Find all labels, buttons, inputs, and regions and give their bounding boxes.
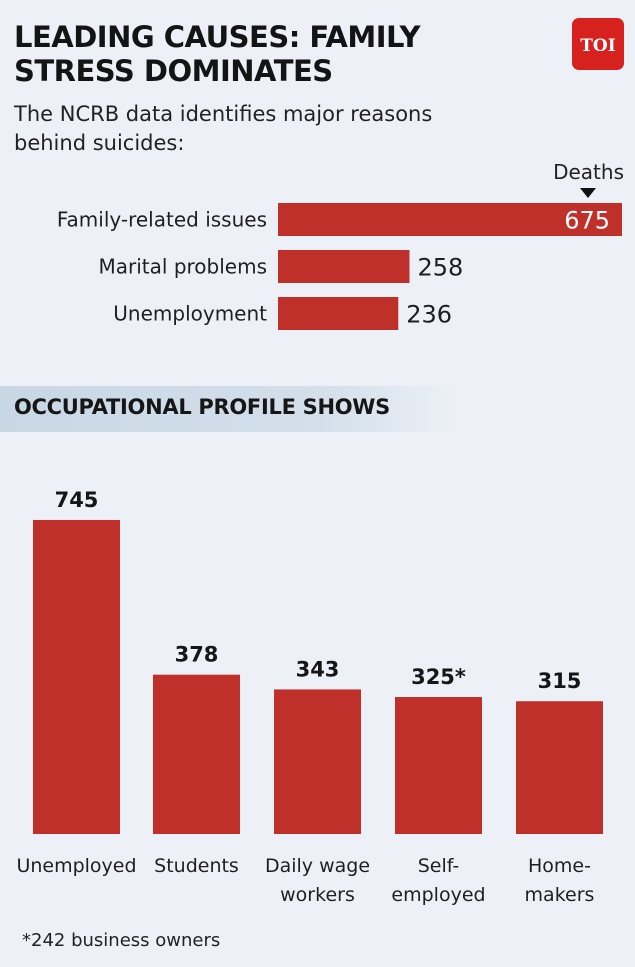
occupation-bar-group: 315 Home-makers [516, 669, 603, 906]
occupation-value-label: 343 [296, 657, 340, 681]
footnote: *242 business owners [22, 930, 221, 951]
occupation-category-label: Students [154, 855, 239, 877]
cause-bar [278, 297, 399, 330]
cause-bar-group: Marital problems 258 [99, 250, 463, 283]
occupation-value-label: 315 [538, 669, 582, 693]
logo-text: TOI [580, 36, 615, 56]
occupation-bar-group: 745 Unemployed [16, 488, 136, 877]
cause-value-label: 675 [564, 207, 610, 235]
occupation-category-label: Home-makers [525, 855, 595, 906]
toi-logo: TOI [572, 18, 624, 70]
cause-category-label: Unemployment [113, 302, 267, 326]
occupation-section-title: OCCUPATIONAL PROFILE SHOWS [14, 395, 390, 419]
subtitle: The NCRB data identifies major reasons b… [14, 100, 514, 158]
cause-bar [278, 250, 410, 283]
section-band [0, 386, 460, 432]
occupation-bar [395, 697, 482, 834]
cause-bar [278, 203, 622, 236]
occupation-bar-chart: 745 Unemployed 378 Students 343 Daily wage wor… [16, 488, 603, 906]
occupation-bar [274, 689, 361, 834]
page-title: LEADING CAUSES: FAMILY STRESS DOMINATES [14, 20, 534, 88]
subtitle-line-2: behind suicides: [14, 131, 185, 155]
occupation-bar-group: 325* Self-employed [391, 665, 485, 906]
occupation-category-label: Unemployed [16, 855, 136, 877]
cause-category-label: Family-related issues [57, 208, 267, 232]
occupation-value-label: 325* [411, 665, 466, 689]
occupation-category-label: Self-employed [391, 855, 485, 906]
subtitle-line-1: The NCRB data identifies major reasons [14, 102, 433, 126]
occupation-value-label: 745 [55, 488, 99, 512]
occupation-bar [153, 674, 240, 834]
occupation-value-label: 378 [175, 643, 219, 667]
occupation-bar [516, 701, 603, 834]
occupation-bar [33, 520, 120, 834]
deaths-down-arrow-icon [580, 188, 596, 198]
cause-category-label: Marital problems [99, 255, 267, 279]
deaths-unit-label: Deaths [553, 160, 624, 184]
title-line-2: STRESS DOMINATES [14, 54, 333, 88]
cause-bar-group: Family-related issues 675 [57, 203, 622, 236]
occupation-bar-group: 378 Students [153, 643, 240, 877]
causes-bar-chart: Family-related issues 675 Marital problems… [57, 203, 622, 330]
title-line-1: LEADING CAUSES: FAMILY [14, 20, 420, 54]
occupation-category-label: Daily wage workers [265, 855, 370, 906]
occupation-bar-group: 343 Daily wage workers [265, 657, 370, 906]
toi-logo-mark: TOI [580, 36, 615, 56]
cause-bar-group: Unemployment 236 [113, 297, 452, 330]
cause-value-label: 236 [406, 301, 452, 329]
cause-value-label: 258 [417, 254, 463, 282]
